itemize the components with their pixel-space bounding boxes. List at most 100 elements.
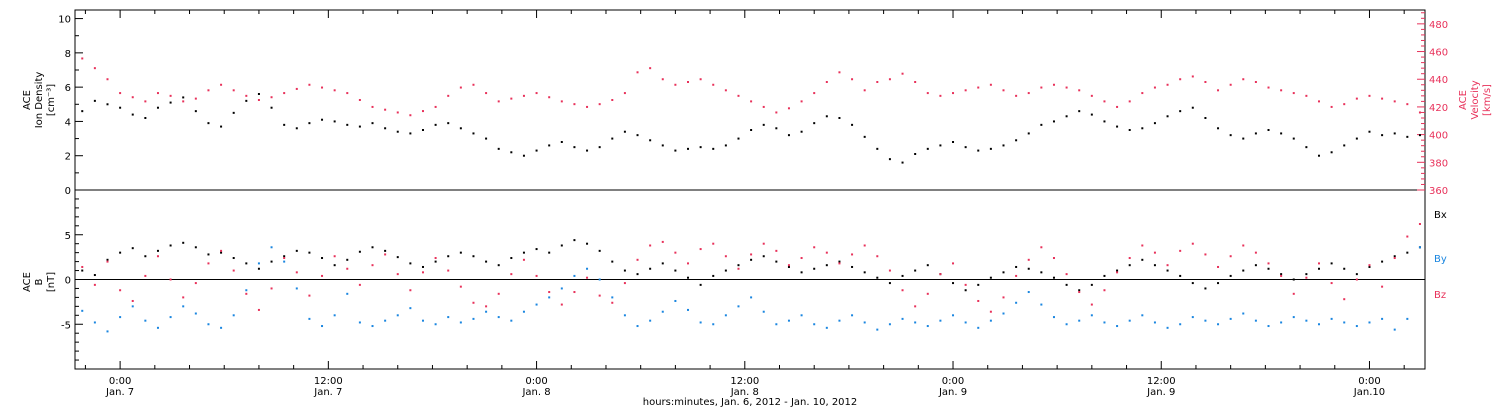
bz-point [169,278,172,281]
bz-point [1204,253,1207,256]
b-tick-label: -5 [61,320,71,331]
red-point [611,99,614,101]
bz-point [1317,262,1320,265]
bz-point [81,265,84,268]
bx-point [1229,274,1232,277]
bz-point [1217,265,1220,268]
red-point [737,94,740,97]
red-point [1128,100,1131,103]
bz-point [548,291,551,294]
by-point [750,296,753,299]
b-title-line1: ACE [22,272,33,292]
black-point [724,144,727,147]
bx-point [548,251,551,254]
bx-point [586,242,589,245]
x-tick-time: 12:00 [1147,376,1176,387]
black-point [825,115,828,118]
bx-point [384,249,387,252]
red-point [851,78,854,81]
bz-point [674,251,677,254]
red-point [232,89,235,92]
bz-point [1343,298,1346,301]
bz-point [283,257,286,260]
red-point [1217,89,1220,92]
by-point [863,321,866,324]
bx-point [1267,267,1270,270]
by-point [1166,326,1169,329]
ion-density-axis-title: ACE Ion Density [cm⁻³] [22,72,57,129]
by-point [888,323,891,326]
bz-point [1103,289,1106,292]
by-point [1078,319,1081,322]
velocity-title-line2: Velocity [1470,80,1481,119]
bx-point [724,269,727,272]
red-point [485,92,488,95]
by-point [1393,328,1396,331]
bz-point [914,305,917,308]
red-point [1141,92,1144,95]
black-point [1229,134,1232,137]
black-point [384,127,387,130]
bottom-panel-points [81,223,1421,333]
bx-point [1002,271,1005,274]
bx-point [560,244,563,247]
red-point [901,72,904,75]
red-point [1330,105,1333,108]
red-point [371,105,374,108]
bz-point [522,258,525,261]
density-tick-label: 6 [65,83,71,94]
by-point [901,317,904,320]
bz-point [1381,285,1384,288]
red-point [1280,89,1283,92]
bz-point [485,305,488,308]
bx-point [762,255,765,258]
bz-point [371,264,374,267]
bx-point [358,250,361,253]
by-point [485,310,488,313]
bz-point [257,308,260,311]
by-point [1002,312,1005,315]
bz-point [977,299,980,302]
black-point [977,149,980,152]
black-point [245,99,248,102]
x-tick-time: 12:00 [314,376,343,387]
bz-point [649,244,652,247]
by-point [1040,303,1043,306]
black-point [926,147,929,150]
bx-point [485,260,488,263]
bx-point [825,264,828,267]
bz-point [724,255,727,258]
bz-point [182,296,185,299]
red-point [131,96,134,99]
bz-point [535,274,538,277]
by-point [989,319,992,322]
by-point [1128,319,1131,322]
bz-point [1280,274,1283,277]
red-point [1368,94,1371,97]
black-point [1015,139,1018,142]
bx-point [510,257,513,260]
by-point [169,316,172,319]
bz-point [459,285,462,288]
black-point [1242,137,1245,140]
by-point [207,323,210,326]
red-point [1267,86,1270,89]
black-point [586,149,589,152]
by-point [724,314,727,317]
by-point [598,278,601,281]
by-point [472,317,475,320]
bz-point [775,249,778,252]
black-point [194,110,197,113]
by-point [1065,323,1068,326]
ion-density-title-line3: [cm⁻³] [46,84,57,116]
bx-point [1090,283,1093,286]
bz-point [1040,246,1043,249]
black-point [1065,115,1068,118]
by-point [649,319,652,322]
bx-point [1355,273,1358,276]
bx-point [1280,273,1283,276]
bx-point [1317,267,1320,270]
velocity-title-line1: ACE [1458,90,1469,110]
bx-point [813,267,816,270]
top-panel-axes: 0 2 4 6 8 10 360 380 400 420 440 460 480 [58,12,1448,197]
